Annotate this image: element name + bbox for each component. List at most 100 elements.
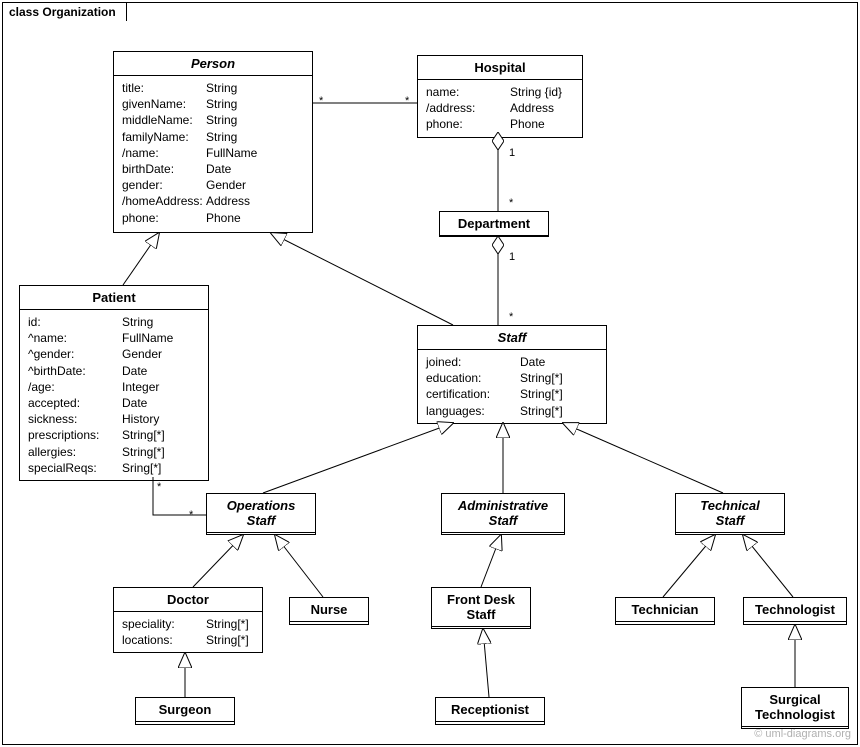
- attribute-row: title:String: [122, 80, 304, 96]
- attribute-type: Phone: [206, 210, 304, 226]
- class-title: Front DeskStaff: [432, 588, 530, 627]
- class-title: Hospital: [418, 56, 582, 80]
- attribute-name: ^birthDate:: [28, 363, 122, 379]
- frame-label: class Organization: [2, 2, 127, 21]
- class-title: Technologist: [744, 598, 846, 622]
- class-title: AdministrativeStaff: [442, 494, 564, 533]
- class-title: Doctor: [114, 588, 262, 612]
- class-title: Patient: [20, 286, 208, 310]
- gen-ops-staff: [263, 423, 453, 493]
- attribute-type: Gender: [122, 346, 200, 362]
- attribute-type: String[*]: [520, 370, 598, 386]
- class-attributes: joined:Dateeducation:String[*]certificat…: [418, 350, 606, 423]
- attribute-type: Address: [510, 100, 574, 116]
- attribute-row: gender:Gender: [122, 177, 304, 193]
- attribute-type: String: [206, 129, 304, 145]
- attribute-row: locations:String[*]: [122, 632, 254, 648]
- attribute-type: String[*]: [206, 632, 254, 648]
- class-title: Receptionist: [436, 698, 544, 722]
- attribute-type: String[*]: [520, 403, 598, 419]
- class-hospital: Hospital name:String {id}/address:Address…: [417, 55, 583, 138]
- mult-patient-ops-right: *: [189, 509, 193, 521]
- attribute-type: String[*]: [122, 427, 200, 443]
- attribute-row: prescriptions:String[*]: [28, 427, 200, 443]
- attribute-row: /age:Integer: [28, 379, 200, 395]
- attribute-row: ^birthDate:Date: [28, 363, 200, 379]
- attribute-type: String: [206, 96, 304, 112]
- attribute-name: title:: [122, 80, 206, 96]
- class-doctor: Doctorspeciality:String[*]locations:Stri…: [113, 587, 263, 653]
- attribute-row: id:String: [28, 314, 200, 330]
- attribute-type: FullName: [206, 145, 304, 161]
- attribute-row: familyName:String: [122, 129, 304, 145]
- mult-hospital-dept-star: *: [509, 197, 513, 209]
- package-frame: class Organization Persontitle:Stringgiv…: [2, 2, 858, 745]
- attribute-name: name:: [426, 84, 510, 100]
- mult-patient-ops-left: *: [157, 481, 161, 493]
- gen-nurse-ops: [275, 535, 323, 597]
- class-title: Person: [114, 52, 312, 76]
- gen-patient-person: [123, 233, 159, 285]
- mult-person-hospital-right: *: [405, 95, 409, 107]
- class-technician: Technician: [615, 597, 715, 625]
- class-operations-staff: OperationsStaff: [206, 493, 316, 535]
- attribute-type: Gender: [206, 177, 304, 193]
- attribute-row: education:String[*]: [426, 370, 598, 386]
- class-title: Surgeon: [136, 698, 234, 722]
- attribute-name: locations:: [122, 632, 206, 648]
- attribute-name: accepted:: [28, 395, 122, 411]
- attribute-name: /age:: [28, 379, 122, 395]
- attribute-row: ^name:FullName: [28, 330, 200, 346]
- attribute-name: /name:: [122, 145, 206, 161]
- mult-hospital-dept-1: 1: [509, 147, 515, 159]
- attribute-type: String[*]: [122, 444, 200, 460]
- gen-technologist-tech: [743, 535, 793, 597]
- attribute-name: /homeAddress:: [122, 193, 206, 209]
- gen-receptionist-frontdesk: [483, 629, 489, 697]
- attribute-name: joined:: [426, 354, 520, 370]
- attribute-type: Date: [206, 161, 304, 177]
- mult-dept-staff-star: *: [509, 311, 513, 323]
- attribute-name: /address:: [426, 100, 510, 116]
- class-person: Persontitle:StringgivenName:Stringmiddle…: [113, 51, 313, 233]
- class-title: TechnicalStaff: [676, 494, 784, 533]
- attribute-row: phone:Phone: [426, 116, 574, 132]
- attribute-name: ^gender:: [28, 346, 122, 362]
- attribute-type: Integer: [122, 379, 200, 395]
- attribute-row: certification:String[*]: [426, 386, 598, 402]
- attribute-name: birthDate:: [122, 161, 206, 177]
- attribute-name: phone:: [122, 210, 206, 226]
- class-title: OperationsStaff: [207, 494, 315, 533]
- attribute-type: Address: [206, 193, 304, 209]
- attribute-name: familyName:: [122, 129, 206, 145]
- attribute-row: birthDate:Date: [122, 161, 304, 177]
- attribute-name: prescriptions:: [28, 427, 122, 443]
- class-administrative-staff: AdministrativeStaff: [441, 493, 565, 535]
- attribute-type: History: [122, 411, 200, 427]
- attribute-name: phone:: [426, 116, 510, 132]
- watermark: © uml-diagrams.org: [754, 728, 851, 740]
- attribute-name: allergies:: [28, 444, 122, 460]
- attribute-row: /name:FullName: [122, 145, 304, 161]
- class-nurse: Nurse: [289, 597, 369, 625]
- class-title: SurgicalTechnologist: [742, 688, 848, 727]
- gen-technician-tech: [663, 535, 715, 597]
- attribute-type: Phone: [510, 116, 574, 132]
- attribute-row: givenName:String: [122, 96, 304, 112]
- attribute-type: String[*]: [520, 386, 598, 402]
- attribute-row: allergies:String[*]: [28, 444, 200, 460]
- class-patient: Patient id:String^name:FullName^gender:Ge…: [19, 285, 209, 481]
- attribute-name: specialReqs:: [28, 460, 122, 476]
- attribute-row: name:String {id}: [426, 84, 574, 100]
- attribute-name: id:: [28, 314, 122, 330]
- attribute-row: specialReqs:Sring[*]: [28, 460, 200, 476]
- class-surgeon: Surgeon: [135, 697, 235, 725]
- attribute-row: phone:Phone: [122, 210, 304, 226]
- attribute-row: sickness:History: [28, 411, 200, 427]
- attribute-type: Date: [122, 363, 200, 379]
- class-title: Staff: [418, 326, 606, 350]
- attribute-type: String: [206, 80, 304, 96]
- class-staff: Staffjoined:Dateeducation:String[*]certi…: [417, 325, 607, 424]
- attribute-name: givenName:: [122, 96, 206, 112]
- class-title: Department: [440, 212, 548, 236]
